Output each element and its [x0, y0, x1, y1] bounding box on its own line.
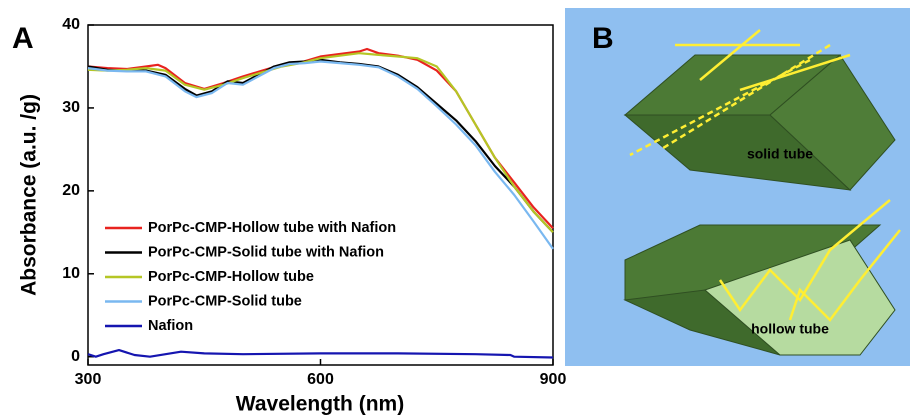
legend-label: PorPc-CMP-Solid tube: [148, 293, 302, 309]
y-tick-label: 30: [62, 99, 80, 116]
panel-label: B: [592, 22, 614, 55]
diagram: B solid tube hollow tube: [565, 8, 910, 366]
x-tick-label: 300: [75, 371, 102, 388]
y-axis-label: Absorbance (a.u. /g): [18, 94, 41, 296]
series-line: [87, 52, 554, 234]
diagram-label: hollow tube: [751, 321, 829, 337]
legend-label: Nafion: [148, 318, 193, 334]
light-rays: [629, 29, 901, 322]
series-line: [87, 58, 554, 234]
panel-label: A: [12, 22, 34, 55]
hollow-opening: [704, 239, 896, 356]
y-tick-label: 10: [62, 265, 80, 282]
y-tick-label: 20: [62, 182, 80, 199]
x-axis-label: Wavelength (nm): [236, 393, 404, 416]
diagram-label: solid tube: [747, 146, 813, 162]
tube-end: [769, 54, 896, 191]
legend-label: PorPc-CMP-Hollow tube: [148, 269, 314, 285]
x-tick-label: 600: [307, 371, 334, 388]
y-tick-label: 0: [71, 348, 80, 365]
y-tick-label: 40: [62, 16, 80, 33]
series-line: [87, 60, 554, 250]
legend-label: PorPc-CMP-Solid tube with Nafion: [148, 244, 384, 260]
plot-frame: [87, 24, 554, 366]
legend-label: PorPc-CMP-Hollow tube with Nafion: [148, 220, 396, 236]
series-line: [87, 349, 554, 359]
plot: 0 10 20 30 40 300 600 900 PorPc-CMP-Hollow tube …: [62, 16, 566, 388]
x-tick-label: 900: [540, 371, 567, 388]
